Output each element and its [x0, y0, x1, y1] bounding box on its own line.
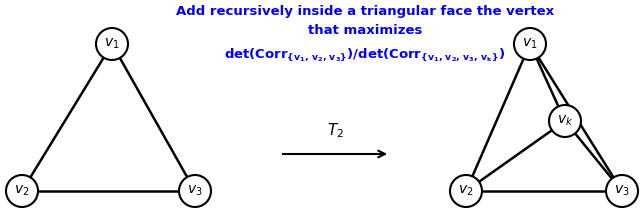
Text: $v_1$: $v_1$ — [104, 37, 120, 51]
Circle shape — [514, 28, 546, 60]
Text: $v_2$: $v_2$ — [14, 184, 29, 198]
Circle shape — [96, 28, 128, 60]
Text: $v_2$: $v_2$ — [458, 184, 474, 198]
Circle shape — [450, 175, 482, 207]
Circle shape — [549, 105, 581, 137]
Circle shape — [6, 175, 38, 207]
Circle shape — [606, 175, 638, 207]
Text: $v_3$: $v_3$ — [614, 184, 630, 198]
Text: $\mathbf{det(Corr}_{\mathbf{\{v_1,\,v_2,\,v_3\}}}\mathbf{)/det(Corr}_{\mathbf{\{: $\mathbf{det(Corr}_{\mathbf{\{v_1,\,v_2,… — [225, 46, 506, 64]
Text: that maximizes: that maximizes — [308, 25, 422, 37]
Text: $\mathit{T}_2$: $\mathit{T}_2$ — [326, 122, 344, 140]
Text: $v_3$: $v_3$ — [188, 184, 203, 198]
Text: $v_1$: $v_1$ — [522, 37, 538, 51]
Circle shape — [179, 175, 211, 207]
Text: Add recursively inside a triangular face the vertex: Add recursively inside a triangular face… — [176, 5, 554, 18]
Text: $v_k$: $v_k$ — [557, 114, 573, 128]
